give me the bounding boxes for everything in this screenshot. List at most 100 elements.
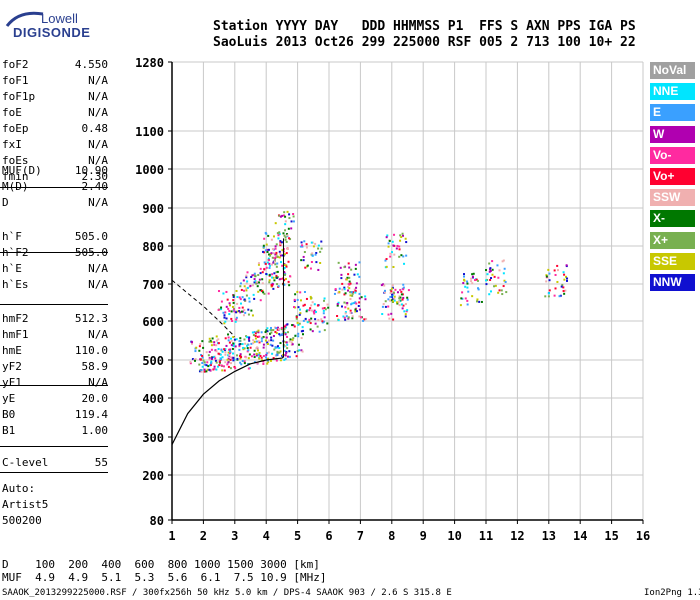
echo-point	[236, 295, 239, 298]
echo-point	[264, 249, 267, 252]
echo-point	[235, 338, 238, 341]
echo-point	[218, 364, 221, 367]
echo-point	[238, 345, 241, 348]
logo-line2: DIGISONDE	[13, 25, 91, 40]
echo-point	[547, 268, 550, 271]
echo-point	[284, 238, 287, 241]
y-tick-label: 1280	[135, 56, 164, 70]
echo-point	[262, 335, 265, 338]
echo-point	[256, 330, 259, 333]
echo-point	[252, 334, 255, 337]
param-value: N/A	[88, 74, 108, 87]
echo-point	[258, 281, 261, 284]
echo-point	[286, 343, 289, 346]
echo-point	[250, 275, 253, 278]
echo-point	[242, 314, 245, 317]
legend-item: NNW	[650, 274, 695, 291]
echo-point	[352, 291, 355, 294]
echo-point	[281, 249, 284, 252]
legend-item: W	[650, 125, 695, 143]
auto-artist: Artist5	[2, 498, 49, 511]
echo-point	[259, 267, 262, 270]
echo-point	[466, 280, 469, 283]
x-tick-label: 16	[636, 529, 650, 543]
echo-point	[271, 352, 274, 355]
echo-point	[265, 353, 268, 356]
echo-point	[402, 304, 405, 307]
echo-point	[350, 303, 353, 306]
echo-point	[270, 336, 273, 339]
echo-point	[502, 285, 505, 288]
param-row: yE 20.0	[2, 392, 108, 408]
echo-point	[230, 362, 233, 365]
echo-point	[227, 339, 230, 342]
y-tick-label: 500	[142, 354, 164, 368]
echo-point	[244, 311, 247, 314]
echo-point	[246, 286, 249, 289]
echo-point	[472, 272, 475, 275]
echo-point	[283, 266, 286, 269]
echo-point	[282, 214, 285, 217]
echo-point	[233, 338, 236, 341]
echo-point	[471, 295, 474, 298]
echo-point	[500, 289, 503, 292]
param-value: N/A	[88, 90, 108, 103]
echo-point	[501, 260, 504, 263]
echo-point	[219, 353, 222, 356]
echo-point	[545, 275, 548, 278]
echo-point	[217, 348, 220, 351]
echo-point	[498, 289, 501, 292]
echo-point	[208, 364, 211, 367]
echo-point	[289, 275, 292, 278]
param-row: foF1 N/A	[2, 74, 108, 90]
echo-point	[400, 303, 403, 306]
echo-point	[285, 351, 288, 354]
echo-point	[354, 290, 357, 293]
echo-point	[242, 346, 245, 349]
x-tick-label: 14	[573, 529, 587, 543]
echo-point	[398, 304, 401, 307]
echo-point	[286, 323, 289, 326]
param-label: foEs	[2, 154, 29, 167]
echo-point	[226, 298, 229, 301]
param-label: yF2	[2, 360, 22, 373]
echo-point	[210, 360, 213, 363]
echo-point	[310, 261, 313, 264]
echo-point	[354, 308, 357, 311]
echo-point	[260, 359, 263, 362]
echo-point	[223, 316, 226, 319]
legend-item: X+	[650, 231, 695, 249]
echo-point	[389, 292, 392, 295]
echo-point	[288, 237, 291, 240]
echo-point	[230, 339, 233, 342]
echo-point	[560, 285, 563, 288]
echo-point	[263, 261, 266, 264]
echo-point	[295, 317, 298, 320]
echo-point	[291, 324, 294, 327]
echo-point	[347, 307, 350, 310]
echo-point	[190, 342, 193, 345]
echo-point	[490, 277, 493, 280]
echo-point	[257, 274, 260, 277]
auto-code: 500200	[2, 514, 42, 527]
echo-point	[336, 304, 339, 307]
echo-point	[320, 318, 323, 321]
echo-point	[203, 370, 206, 373]
echo-point	[226, 363, 229, 366]
param-value: N/A	[88, 262, 108, 275]
echo-point	[255, 352, 258, 355]
param-row: MUF(D) 10.90	[2, 164, 108, 180]
echo-point	[265, 333, 268, 336]
echo-point	[301, 326, 304, 329]
echo-point	[312, 310, 315, 313]
echo-point	[270, 329, 273, 332]
echo-point	[266, 352, 269, 355]
echo-point	[272, 235, 275, 238]
echo-point	[293, 325, 296, 328]
echo-point	[265, 272, 268, 275]
echo-point	[460, 297, 463, 300]
echo-point	[389, 289, 392, 292]
echo-point	[220, 348, 223, 351]
echo-point	[223, 314, 226, 317]
param-row: fmin 2.30	[2, 170, 108, 186]
